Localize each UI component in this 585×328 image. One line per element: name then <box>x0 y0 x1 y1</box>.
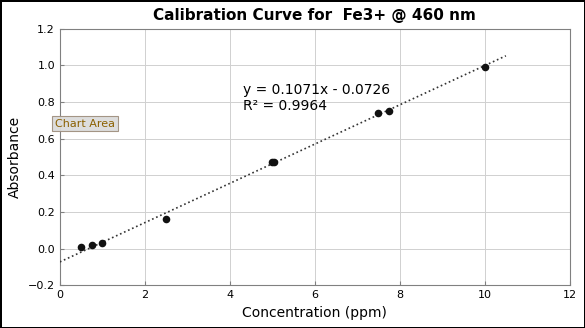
Point <box>384 109 394 114</box>
Text: Chart Area: Chart Area <box>55 119 115 129</box>
Point <box>267 160 277 165</box>
Point <box>270 159 279 164</box>
Point <box>374 110 383 115</box>
Point <box>87 242 97 248</box>
Point <box>77 244 86 249</box>
Title: Calibration Curve for  Fe3+ @ 460 nm: Calibration Curve for Fe3+ @ 460 nm <box>153 8 476 23</box>
Y-axis label: Absorbance: Absorbance <box>8 116 22 198</box>
Point <box>98 240 107 246</box>
Point <box>161 217 171 222</box>
Text: y = 0.1071x - 0.0726
R² = 0.9964: y = 0.1071x - 0.0726 R² = 0.9964 <box>243 83 390 113</box>
Point <box>480 65 489 70</box>
X-axis label: Concentration (ppm): Concentration (ppm) <box>242 306 387 320</box>
